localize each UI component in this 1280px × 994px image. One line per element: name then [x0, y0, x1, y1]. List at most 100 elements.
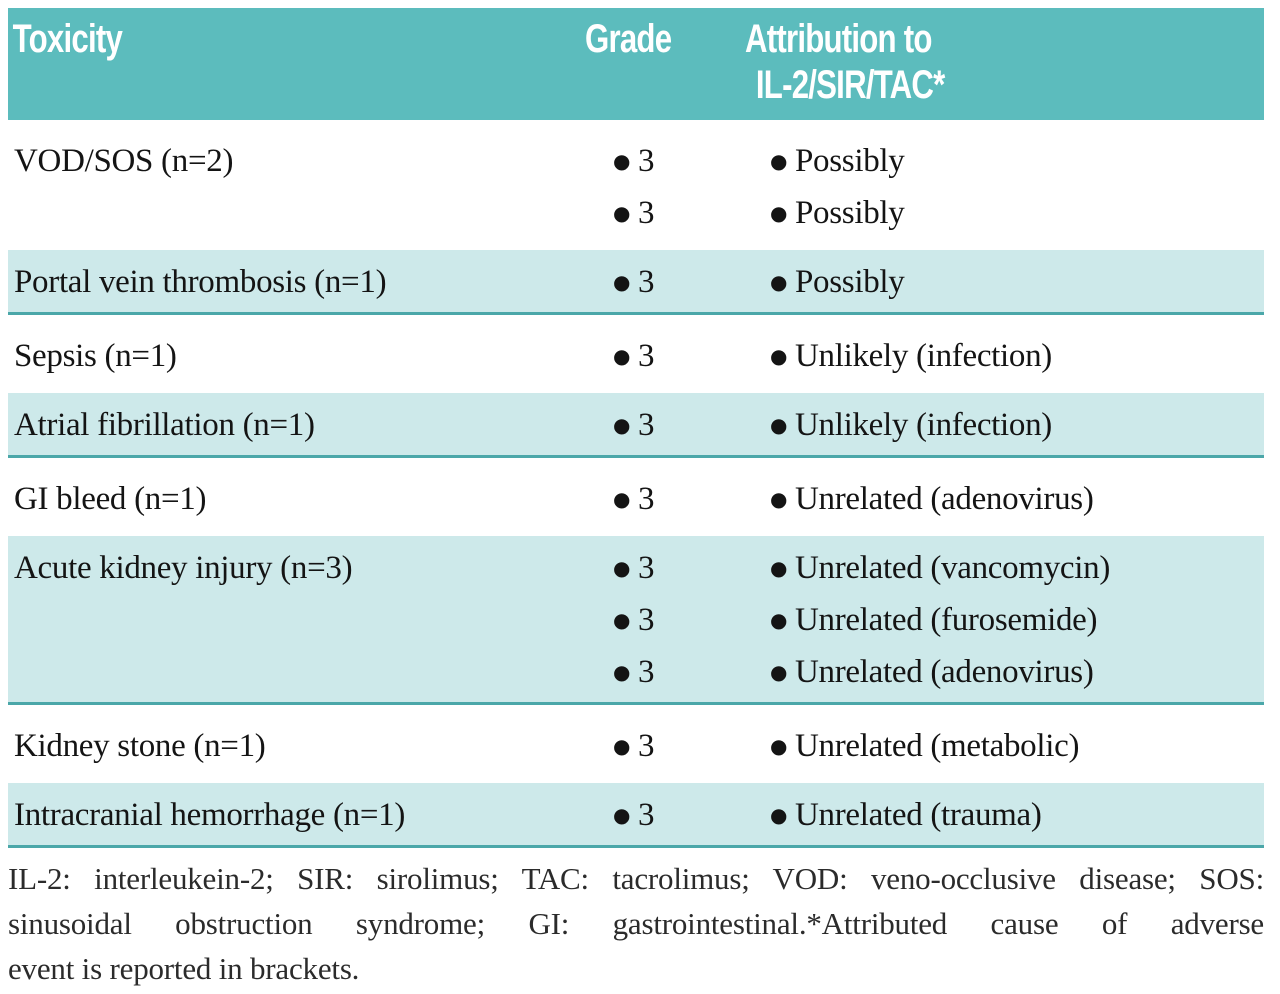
grade-entry: ● 3 — [585, 330, 745, 382]
attribution-entry: ● Unrelated (furosemide) — [745, 594, 1264, 646]
bullet-icon: ● — [613, 413, 631, 437]
grade-entry: ● 3 — [585, 135, 745, 187]
attribution-value: Unrelated (furosemide) — [795, 602, 1098, 638]
attribution-cell: ● Unrelated (trauma) — [745, 789, 1264, 841]
table-row-gi-bleed: GI bleed (n=1) ● 3 ● Unrelated (adenovirus… — [8, 458, 1264, 536]
grade-value: 3 — [638, 797, 655, 833]
bullet-icon: ● — [613, 149, 631, 173]
attribution-value: Possibly — [795, 143, 905, 179]
attribution-entry: ● Unrelated (adenovirus) — [745, 646, 1264, 698]
footnote-line: IL-2: interleukein-2; SIR: sirolimus; TA… — [8, 861, 1264, 896]
bullet-icon: ● — [613, 344, 631, 368]
grade-cell: ● 3 — [585, 720, 745, 772]
grade-cell: ● 3 — [585, 256, 745, 308]
bullet-icon: ● — [613, 556, 631, 580]
toxicity-cell: Intracranial hemorrhage (n=1) — [14, 797, 406, 833]
attribution-value: Possibly — [795, 264, 905, 300]
attribution-cell: ● Unrelated (adenovirus) — [745, 473, 1264, 525]
bullet-icon: ● — [613, 201, 631, 225]
bullet-icon: ● — [770, 734, 788, 758]
attribution-value: Unlikely (infection) — [795, 407, 1053, 443]
grade-entry: ● 3 — [585, 256, 745, 308]
footnote-line: sinusoidal obstruction syndrome; GI: gas… — [8, 906, 1264, 941]
grade-value: 3 — [638, 407, 655, 443]
grade-value: 3 — [638, 481, 655, 517]
grade-cell: ● 3 — [585, 330, 745, 382]
table-row-atrial-fibrillation: Atrial fibrillation (n=1) ● 3 ● Unlikely (… — [8, 393, 1264, 458]
table-row-kidney-stone: Kidney stone (n=1) ● 3 ● Unrelated (metabo… — [8, 705, 1264, 783]
bullet-icon: ● — [613, 487, 631, 511]
grade-cell: ● 3 ● 3 ● 3 — [585, 542, 745, 698]
attribution-entry: ● Unrelated (metabolic) — [745, 720, 1264, 772]
table-row-acute-kidney-injury: Acute kidney injury (n=3) ● 3 ● 3 ● 3 ● Unre… — [8, 536, 1264, 705]
bullet-icon: ● — [770, 270, 788, 294]
grade-entry: ● 3 — [585, 646, 745, 698]
bullet-icon: ● — [770, 201, 788, 225]
grade-value: 3 — [638, 264, 655, 300]
attribution-entry: ● Unrelated (adenovirus) — [745, 473, 1264, 525]
attribution-entry: ● Unlikely (infection) — [745, 399, 1264, 451]
attribution-cell: ● Unrelated (metabolic) — [745, 720, 1264, 772]
grade-value: 3 — [638, 728, 655, 764]
attribution-value: Unrelated (adenovirus) — [795, 654, 1094, 690]
attribution-cell: ● Unlikely (infection) — [745, 330, 1264, 382]
footnote-line: event is reported in brackets. — [8, 951, 360, 986]
header-attribution-line1: Attribution to — [745, 17, 932, 61]
grade-value: 3 — [638, 550, 655, 586]
bullet-icon: ● — [770, 149, 788, 173]
attribution-value: Unrelated (metabolic) — [795, 728, 1080, 764]
grade-value: 3 — [638, 654, 655, 690]
grade-entry: ● 3 — [585, 399, 745, 451]
attribution-value: Unrelated (vancomycin) — [795, 550, 1111, 586]
grade-value: 3 — [638, 338, 655, 374]
attribution-entry: ● Unrelated (vancomycin) — [745, 542, 1264, 594]
attribution-value: Possibly — [795, 195, 905, 231]
grade-entry: ● 3 — [585, 594, 745, 646]
attribution-entry: ● Possibly — [745, 187, 1264, 239]
grade-cell: ● 3 — [585, 473, 745, 525]
header-attribution-line2: IL-2/SIR/TAC* — [755, 63, 945, 107]
bullet-icon: ● — [770, 803, 788, 827]
bullet-icon: ● — [770, 660, 788, 684]
table-row-portal-vein-thrombosis: Portal vein thrombosis (n=1) ● 3 ● Possibl… — [8, 250, 1264, 315]
grade-entry: ● 3 — [585, 542, 745, 594]
grade-value: 3 — [638, 195, 655, 231]
attribution-value: Unrelated (adenovirus) — [795, 481, 1094, 517]
attribution-entry: ● Unlikely (infection) — [745, 330, 1264, 382]
toxicity-cell: Kidney stone (n=1) — [14, 728, 266, 764]
bullet-icon: ● — [770, 344, 788, 368]
grade-cell: ● 3 — [585, 399, 745, 451]
toxicity-cell: Atrial fibrillation (n=1) — [14, 407, 315, 443]
table-row-sepsis: Sepsis (n=1) ● 3 ● Unlikely (infection) — [8, 315, 1264, 393]
toxicity-cell: Sepsis (n=1) — [14, 338, 177, 374]
attribution-value: Unlikely (infection) — [795, 338, 1053, 374]
attribution-cell: ● Unrelated (vancomycin) ● Unrelated (furo… — [745, 542, 1264, 698]
toxicity-cell: Portal vein thrombosis (n=1) — [14, 264, 387, 300]
grade-cell: ● 3 ● 3 — [585, 135, 745, 239]
grade-value: 3 — [638, 602, 655, 638]
grade-value: 3 — [638, 143, 655, 179]
header-toxicity: Toxicity — [12, 17, 123, 61]
grade-entry: ● 3 — [585, 187, 745, 239]
header-grade: Grade — [585, 17, 672, 61]
table-header-row: Toxicity Grade Attribution to IL-2/SIR/T… — [8, 8, 1264, 120]
bullet-icon: ● — [613, 660, 631, 684]
bullet-icon: ● — [770, 608, 788, 632]
bullet-icon: ● — [613, 734, 631, 758]
table-row-vod-sos: VOD/SOS (n=2) ● 3 ● 3 ● Possibly ● Possibly — [8, 120, 1264, 250]
attribution-cell: ● Possibly — [745, 256, 1264, 308]
bullet-icon: ● — [770, 487, 788, 511]
header-attribution: Attribution to IL-2/SIR/TAC* — [745, 16, 1150, 108]
grade-entry: ● 3 — [585, 789, 745, 841]
bullet-icon: ● — [770, 556, 788, 580]
toxicity-cell: VOD/SOS (n=2) — [14, 143, 234, 179]
table-row-intracranial-hemorrhage: Intracranial hemorrhage (n=1) ● 3 ● Unrela… — [8, 783, 1264, 848]
attribution-cell: ● Unlikely (infection) — [745, 399, 1264, 451]
grade-entry: ● 3 — [585, 473, 745, 525]
attribution-entry: ● Unrelated (trauma) — [745, 789, 1264, 841]
grade-cell: ● 3 — [585, 789, 745, 841]
bullet-icon: ● — [613, 608, 631, 632]
bullet-icon: ● — [613, 270, 631, 294]
toxicity-cell: Acute kidney injury (n=3) — [14, 550, 353, 586]
toxicity-cell: GI bleed (n=1) — [14, 481, 207, 517]
